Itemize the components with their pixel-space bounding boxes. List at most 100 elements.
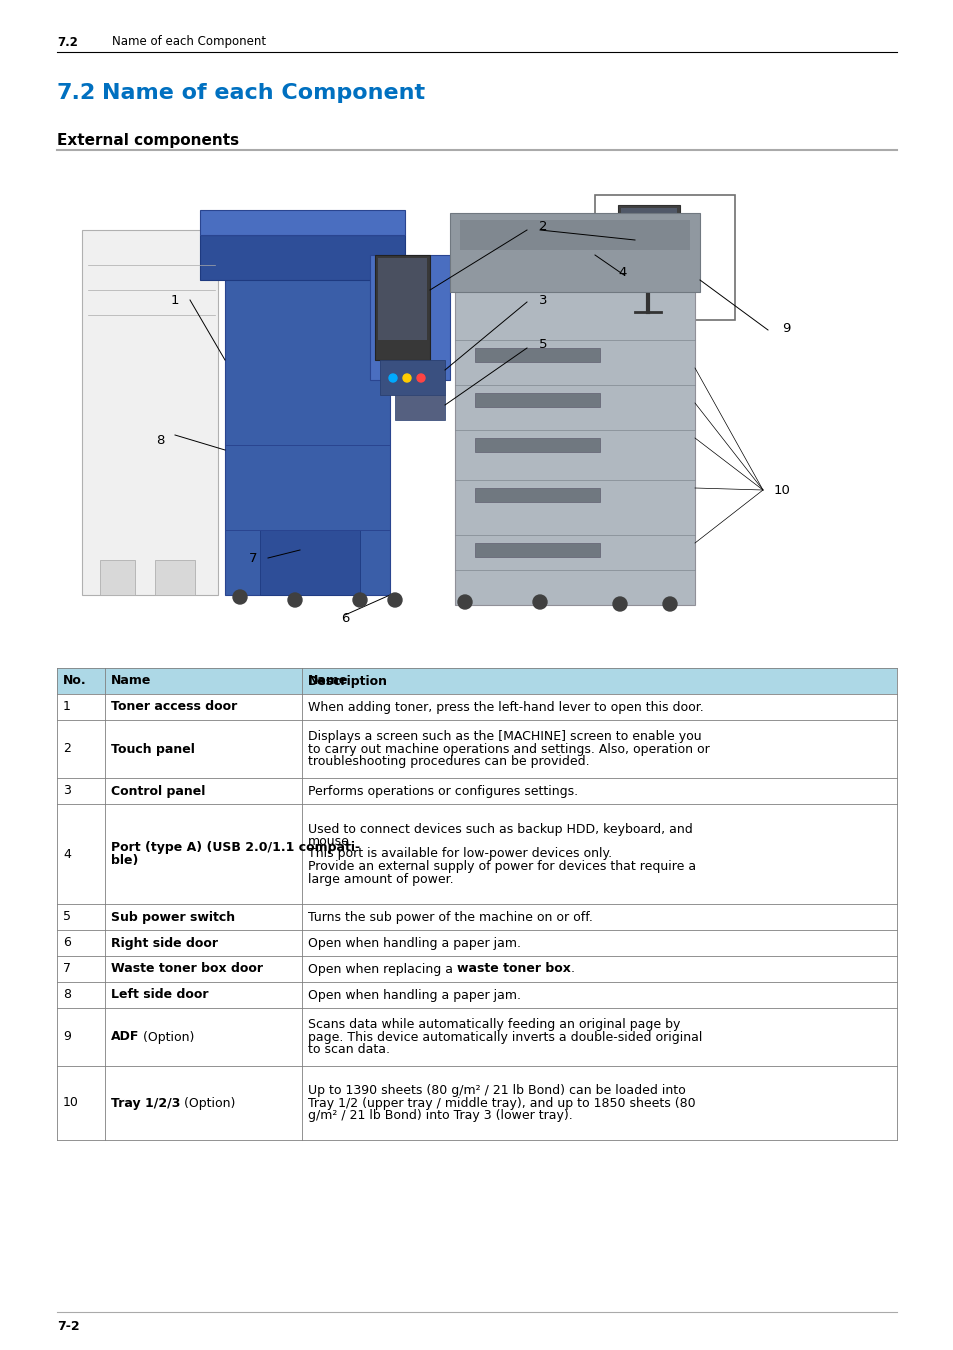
Text: mouse.: mouse. [308,836,354,848]
Text: Right side door: Right side door [111,937,218,949]
Polygon shape [618,205,679,296]
Polygon shape [154,560,194,595]
Polygon shape [225,250,390,595]
Text: Turns the sub power of the machine on or off.: Turns the sub power of the machine on or… [308,910,592,923]
Text: 7: 7 [249,552,257,564]
Circle shape [402,374,411,382]
Text: 4: 4 [63,848,71,860]
Text: Name of each Component: Name of each Component [102,82,425,103]
Polygon shape [377,258,427,340]
Text: 6: 6 [340,612,349,625]
Text: Port (type A) (USB 2.0/1.1 compati-: Port (type A) (USB 2.0/1.1 compati- [111,841,359,855]
Text: Control panel: Control panel [111,784,205,798]
Text: Provide an external supply of power for devices that require a: Provide an external supply of power for … [308,860,696,873]
Bar [57,720,896,778]
Text: 8: 8 [155,433,164,447]
Text: 5: 5 [538,339,547,351]
Circle shape [388,593,401,608]
Text: Waste toner box door: Waste toner box door [111,963,263,976]
Text: Toner access door: Toner access door [111,701,237,714]
Polygon shape [379,360,444,396]
Text: 4: 4 [618,266,626,278]
Text: 7.2: 7.2 [57,82,96,103]
Polygon shape [475,543,599,558]
Text: 3: 3 [63,784,71,798]
Bar [57,981,896,1008]
Text: Left side door: Left side door [111,988,209,1002]
Text: large amount of power.: large amount of power. [308,872,453,886]
Text: No.: No. [63,675,87,687]
Text: 10: 10 [773,483,790,497]
Circle shape [233,590,247,603]
Text: page. This device automatically inverts a double-sided original: page. This device automatically inverts … [308,1030,701,1044]
Text: 8: 8 [63,988,71,1002]
Text: 9: 9 [63,1030,71,1044]
Circle shape [662,597,677,612]
Text: 3: 3 [538,293,547,306]
Circle shape [457,595,472,609]
Circle shape [416,374,424,382]
Text: Touch panel: Touch panel [111,743,194,756]
Polygon shape [450,213,700,292]
Polygon shape [395,396,444,420]
Text: Scans data while automatically feeding an original page by: Scans data while automatically feeding a… [308,1018,679,1031]
Text: to scan data.: to scan data. [308,1044,390,1056]
Bar [57,805,896,904]
Text: troubleshooting procedures can be provided.: troubleshooting procedures can be provid… [308,755,589,768]
Text: Open when replacing a: Open when replacing a [308,963,456,976]
Bar [57,668,896,694]
Bar [57,1008,896,1066]
Text: g/m² / 21 lb Bond) into Tray 3 (lower tray).: g/m² / 21 lb Bond) into Tray 3 (lower tr… [308,1108,572,1122]
Bar [57,956,896,981]
Text: 7: 7 [63,963,71,976]
Polygon shape [475,393,599,406]
Text: Tray 1/2 (upper tray / middle tray), and up to 1850 sheets (80: Tray 1/2 (upper tray / middle tray), and… [308,1096,695,1110]
Text: This port is available for low-power devices only.: This port is available for low-power dev… [308,848,612,860]
Text: 9: 9 [781,321,789,335]
Text: External components: External components [57,132,239,147]
Circle shape [613,597,626,612]
Polygon shape [200,235,405,279]
Polygon shape [620,208,677,288]
Text: (Option): (Option) [180,1096,235,1110]
Text: (Option): (Option) [139,1030,194,1044]
Polygon shape [200,211,405,235]
Text: 7-2: 7-2 [57,1320,79,1334]
Text: .: . [570,963,575,976]
Text: 1: 1 [63,701,71,714]
Text: Name: Name [308,675,348,687]
Text: Performs operations or configures settings.: Performs operations or configures settin… [308,784,578,798]
Text: When adding toner, press the left-hand lever to open this door.: When adding toner, press the left-hand l… [308,701,703,714]
Text: Sub power switch: Sub power switch [111,910,234,923]
Text: waste toner box: waste toner box [456,963,570,976]
Text: Used to connect devices such as backup HDD, keyboard, and: Used to connect devices such as backup H… [308,822,692,836]
Circle shape [389,374,396,382]
Text: Description: Description [308,675,388,687]
Text: Up to 1390 sheets (80 g/m² / 21 lb Bond) can be loaded into: Up to 1390 sheets (80 g/m² / 21 lb Bond)… [308,1084,685,1098]
Polygon shape [475,437,599,452]
Text: ADF: ADF [111,1030,139,1044]
Bar [57,778,896,805]
Text: 2: 2 [538,220,547,234]
Polygon shape [459,220,689,250]
Text: 6: 6 [63,937,71,949]
Text: Name of each Component: Name of each Component [112,35,266,49]
Polygon shape [100,560,135,595]
Text: 10: 10 [63,1096,79,1110]
Circle shape [353,593,367,608]
Text: 5: 5 [63,910,71,923]
Polygon shape [595,194,734,320]
Text: Tray 1/2/3: Tray 1/2/3 [111,1096,180,1110]
Bar [57,904,896,930]
Text: Open when handling a paper jam.: Open when handling a paper jam. [308,988,520,1002]
Bar [57,694,896,720]
Polygon shape [455,290,695,605]
Polygon shape [260,531,359,595]
Polygon shape [82,230,218,595]
Polygon shape [370,255,450,379]
Text: 7.2: 7.2 [57,35,78,49]
Text: ble): ble) [111,853,138,867]
Text: 2: 2 [63,743,71,756]
Text: to carry out machine operations and settings. Also, operation or: to carry out machine operations and sett… [308,743,709,756]
Polygon shape [475,348,599,362]
